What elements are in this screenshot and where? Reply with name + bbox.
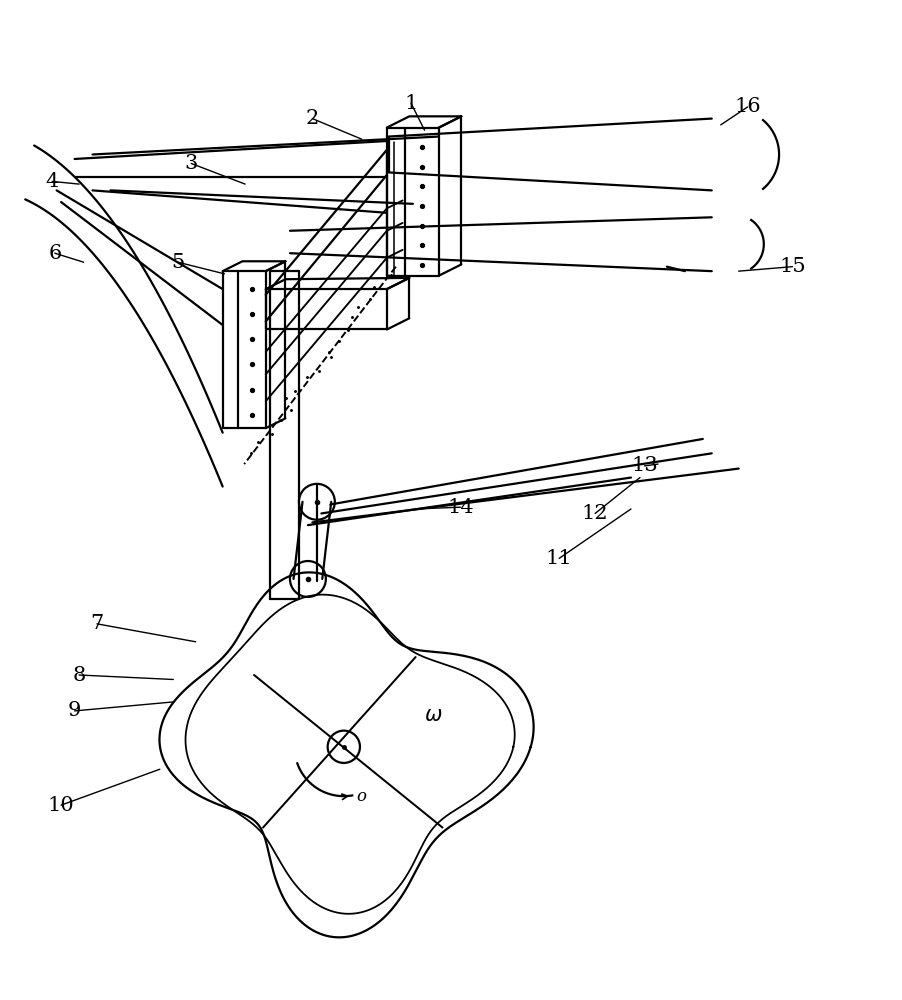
Text: 3: 3 xyxy=(184,154,198,173)
Text: $\omega$: $\omega$ xyxy=(424,706,442,725)
Text: 15: 15 xyxy=(778,257,805,276)
Text: 16: 16 xyxy=(733,97,760,116)
Text: o: o xyxy=(356,788,366,805)
Text: 13: 13 xyxy=(630,456,657,475)
Text: 1: 1 xyxy=(404,94,418,113)
Text: 11: 11 xyxy=(545,549,572,568)
Text: 10: 10 xyxy=(48,796,74,815)
Text: 8: 8 xyxy=(72,666,86,685)
Text: 6: 6 xyxy=(48,244,61,263)
Text: 2: 2 xyxy=(306,109,318,128)
Text: 5: 5 xyxy=(171,253,184,272)
Text: 9: 9 xyxy=(68,701,81,720)
Text: 12: 12 xyxy=(581,504,608,523)
Text: 7: 7 xyxy=(90,614,104,633)
Text: 4: 4 xyxy=(45,172,59,191)
Text: 14: 14 xyxy=(446,498,474,517)
